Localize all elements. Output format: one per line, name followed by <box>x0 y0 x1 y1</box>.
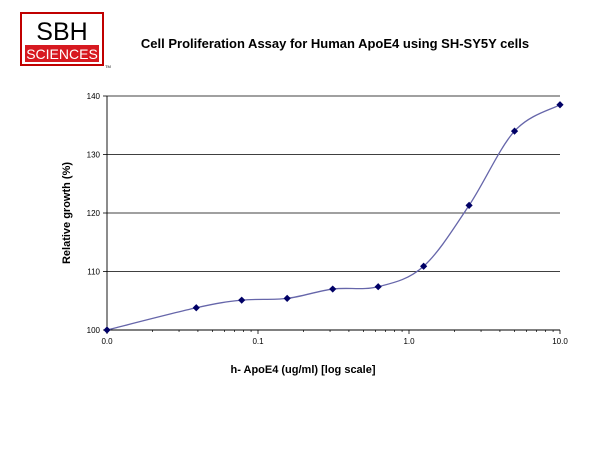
sbh-sciences-logo: SBH SCIENCES TM <box>20 12 111 69</box>
y-tick-label: 130 <box>87 151 101 160</box>
logo-trademark: TM <box>105 64 111 69</box>
data-point-marker <box>329 285 337 293</box>
y-tick-label: 110 <box>87 268 100 277</box>
data-point-marker <box>556 101 564 109</box>
logo-band <box>25 45 99 62</box>
data-point-marker <box>465 201 473 209</box>
logo-text-sbh: SBH <box>36 18 87 46</box>
y-tick-label: 140 <box>87 92 101 101</box>
data-markers <box>103 101 564 334</box>
x-axis-ticks: 0.0 0.1 1.0 10.0 <box>101 330 568 346</box>
y-tick-label: 100 <box>87 326 101 335</box>
data-point-marker <box>103 326 111 334</box>
data-point-marker <box>238 296 246 304</box>
x-tick-label: 0.0 <box>101 337 113 346</box>
logo-text-sciences: SCIENCES <box>26 46 98 62</box>
x-axis-label: h- ApoE4 (ug/ml) [log scale] <box>230 364 375 376</box>
y-axis-ticks: 100 110 120 130 140 <box>87 92 107 335</box>
data-point-marker <box>510 127 519 135</box>
y-tick-label: 120 <box>87 209 101 218</box>
gridlines <box>107 95 560 331</box>
x-tick-label: 1.0 <box>403 337 415 346</box>
data-point-marker <box>192 304 200 312</box>
x-tick-label: 10.0 <box>552 337 568 346</box>
data-point-marker <box>420 262 428 270</box>
data-point-marker <box>283 294 291 303</box>
chart-title: Cell Proliferation Assay for Human ApoE4… <box>141 36 529 51</box>
series-line <box>106 104 561 331</box>
y-axis-label: Relative growth (%) <box>61 162 73 264</box>
x-tick-label: 0.1 <box>252 337 264 346</box>
data-point-marker <box>374 283 382 291</box>
